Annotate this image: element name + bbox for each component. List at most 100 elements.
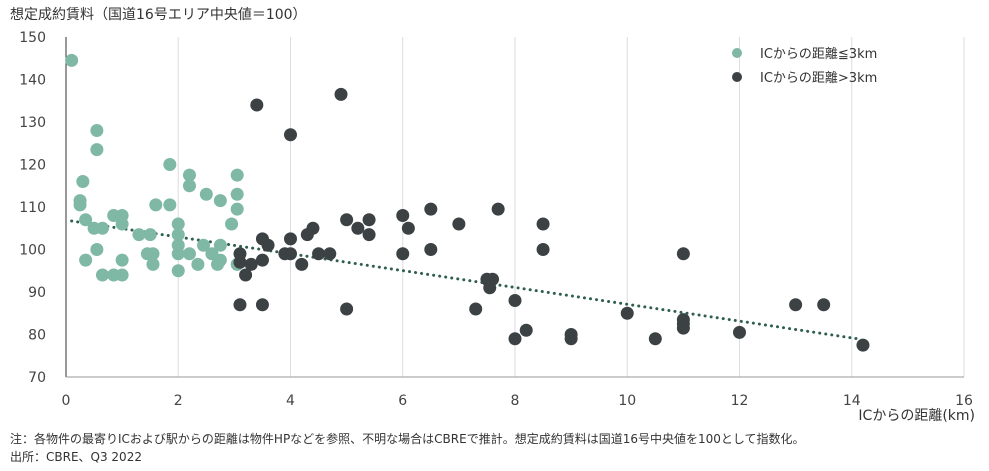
point-near-ic: [149, 198, 163, 212]
point-near-ic: [79, 253, 93, 267]
point-near-ic: [213, 253, 227, 267]
y-tick-label: 90: [28, 285, 46, 301]
point-near-ic: [182, 179, 196, 193]
point-far-ic: [508, 332, 522, 346]
point-far-ic: [351, 221, 365, 235]
y-tick-label: 100: [19, 243, 46, 259]
y-tick-label: 130: [19, 115, 46, 131]
y-tick-label: 140: [19, 73, 46, 89]
x-axis-label: ICからの距離(km): [858, 407, 975, 424]
point-near-ic: [182, 247, 196, 261]
legend-label: ICからの距離≦3km: [760, 47, 877, 62]
point-far-ic: [233, 298, 247, 312]
point-far-ic: [255, 253, 269, 267]
legend: ICからの距離≦3km ICからの距離>3km: [732, 47, 877, 86]
point-far-ic: [340, 302, 354, 316]
point-far-ic: [733, 325, 746, 339]
x-tick-label: 4: [286, 393, 295, 409]
point-near-ic: [191, 257, 205, 271]
point-far-ic: [334, 87, 348, 101]
point-far-ic: [424, 243, 438, 256]
point-far-ic: [312, 247, 326, 261]
point-near-ic: [213, 238, 227, 252]
point-far-ic: [648, 332, 662, 346]
x-tick-label: 8: [511, 393, 520, 409]
point-far-ic: [284, 247, 297, 261]
y-tick-label: 70: [28, 370, 46, 386]
point-near-ic: [95, 221, 109, 235]
axes: 0 2 4 6 8 10 12 14 16 70 80 90 100 110 120 130 140 150 ICか…: [19, 30, 975, 424]
point-near-ic: [143, 228, 157, 242]
point-near-ic: [213, 194, 227, 208]
point-far-ic: [452, 217, 466, 231]
point-near-ic: [225, 217, 239, 231]
legend-marker: [732, 48, 742, 58]
point-near-ic: [90, 243, 104, 256]
legend-label: ICからの距離>3km: [760, 71, 877, 86]
point-near-ic: [199, 187, 213, 201]
point-far-ic: [239, 268, 253, 282]
point-near-ic: [197, 238, 211, 252]
x-tick-label: 10: [618, 393, 636, 409]
point-far-ic: [424, 202, 438, 216]
y-tick-label: 80: [28, 328, 46, 344]
point-near-ic: [182, 168, 196, 182]
point-far-ic: [856, 338, 870, 352]
point-near-ic: [171, 264, 185, 278]
y-tick-label: 150: [19, 30, 46, 46]
point-near-ic: [79, 213, 93, 227]
point-near-ic: [95, 268, 109, 282]
point-near-ic: [146, 247, 160, 261]
point-near-ic: [163, 198, 177, 212]
point-far-ic: [508, 294, 522, 307]
point-near-ic: [230, 168, 244, 182]
footnote: 注：各物件の最寄りICおよび駅からの距離は物件HPなどを参照、不明な場合はCBR…: [10, 432, 805, 446]
point-near-ic: [171, 217, 185, 231]
point-far-ic: [362, 213, 376, 227]
point-far-ic: [362, 228, 376, 242]
x-tick-label: 0: [62, 393, 71, 409]
trendline-layer: [70, 219, 859, 341]
point-near-ic: [115, 217, 129, 231]
point-near-ic: [230, 202, 244, 216]
point-far-ic: [676, 321, 690, 335]
y-tick-label: 110: [19, 200, 46, 216]
point-near-ic: [65, 53, 79, 67]
point-near-ic: [163, 158, 177, 171]
point-near-ic: [146, 257, 160, 271]
point-near-ic: [76, 175, 90, 188]
point-far-ic: [486, 272, 500, 286]
point-near-ic: [90, 143, 104, 157]
x-tick-label: 12: [731, 393, 749, 409]
point-far-ic: [536, 217, 550, 231]
x-tick-label: 14: [843, 393, 861, 409]
point-far-ic: [401, 221, 415, 235]
point-near-ic: [73, 198, 87, 212]
point-far-ic: [340, 213, 354, 227]
y-tick-label: 120: [19, 158, 46, 174]
chart-title: 想定成約賃料（国道16号エリア中央値＝100）: [10, 7, 307, 23]
scatter-chart: 0 2 4 6 8 10 12 14 16 70 80 90 100 110 120 130 140 150 ICか…: [19, 30, 975, 424]
point-far-ic: [620, 306, 634, 320]
point-far-ic: [306, 221, 320, 235]
point-far-ic: [261, 238, 275, 252]
point-far-ic: [491, 202, 505, 216]
point-far-ic: [323, 247, 337, 261]
point-far-ic: [817, 298, 831, 312]
point-far-ic: [564, 332, 578, 346]
point-far-ic: [396, 247, 410, 261]
point-far-ic: [676, 247, 690, 261]
point-near-ic: [115, 253, 129, 267]
legend-marker: [732, 72, 742, 82]
x-tick-label: 16: [955, 393, 973, 409]
point-near-ic: [132, 228, 146, 242]
points-layer: [65, 53, 870, 352]
point-far-ic: [295, 257, 309, 271]
point-far-ic: [536, 243, 550, 256]
grid: [177, 37, 965, 377]
point-far-ic: [284, 128, 297, 142]
point-far-ic: [255, 298, 269, 312]
point-far-ic: [244, 257, 258, 271]
point-far-ic: [469, 302, 483, 316]
point-near-ic: [115, 268, 129, 282]
